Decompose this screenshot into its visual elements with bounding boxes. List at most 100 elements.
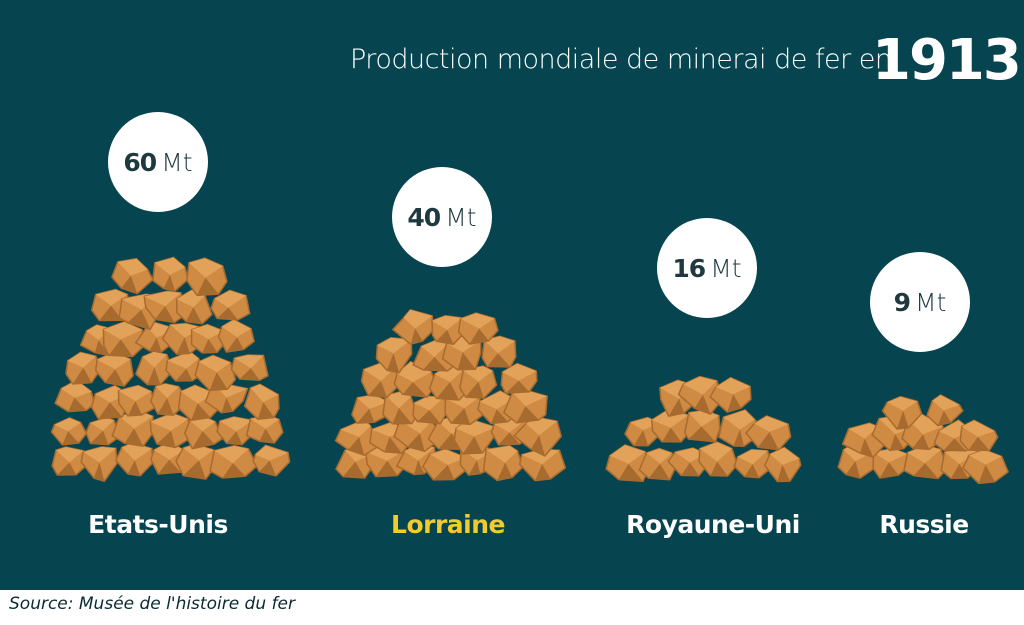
- rock-highlight: [183, 444, 214, 461]
- ore-pile-etats-unis: [50, 256, 291, 483]
- rock-highlight: [144, 291, 181, 307]
- rock-shadow: [68, 397, 87, 412]
- rock-highlight: [117, 258, 148, 276]
- rock-highlight: [142, 351, 167, 368]
- rock-shadow: [157, 430, 176, 448]
- ore-rock: [638, 447, 678, 481]
- rock-highlight: [214, 445, 249, 464]
- rock-shadow: [469, 328, 489, 345]
- rock-shadow: [239, 368, 260, 381]
- rock-highlight: [340, 419, 371, 437]
- rock-highlight: [385, 391, 411, 409]
- rock-shadow: [176, 337, 190, 355]
- rock-shadow: [157, 398, 174, 416]
- ore-rock: [502, 388, 548, 424]
- rock-highlight: [873, 448, 907, 463]
- value-label: 60: [123, 147, 157, 177]
- rock-highlight: [397, 361, 432, 382]
- rock-shadow: [457, 352, 476, 370]
- rock-shadow: [710, 461, 728, 476]
- rock-highlight: [83, 446, 116, 463]
- chart-panel: Production mondiale de minerai de fer en…: [0, 0, 1024, 590]
- ore-rock: [334, 418, 381, 457]
- rock-shadow: [175, 368, 193, 381]
- ore-rock: [210, 289, 251, 321]
- ore-rock: [230, 354, 269, 381]
- ore-rock: [667, 447, 709, 477]
- source-caption: Source: Musée de l'histoire du fer: [9, 594, 295, 614]
- rock-highlight: [484, 336, 515, 354]
- rock-highlight: [67, 352, 96, 368]
- category-label-etats-unis: Etats-Unis: [88, 510, 228, 539]
- ore-rock: [134, 321, 178, 353]
- value-unit: Mt: [710, 253, 742, 283]
- rock-highlight: [907, 445, 941, 464]
- rock-shadow: [879, 462, 899, 478]
- ore-rock: [80, 446, 118, 483]
- rock-shadow: [217, 307, 238, 320]
- rock-shadow: [436, 382, 460, 400]
- rock-shadow: [197, 277, 219, 296]
- ore-pile-lorraine: [334, 308, 567, 482]
- rock-shadow: [259, 460, 276, 476]
- ore-rock: [659, 379, 700, 417]
- rock-highlight: [198, 355, 231, 373]
- rock-highlight: [56, 447, 84, 463]
- rock-shadow: [127, 309, 151, 330]
- ore-rock: [457, 312, 499, 345]
- ore-rock: [94, 351, 134, 387]
- rock-shadow: [368, 381, 387, 398]
- ore-rock: [134, 351, 174, 386]
- value-bubble-royaune-uni: 16 Mt: [657, 218, 757, 318]
- ore-rock: [650, 408, 693, 443]
- ore-rock: [245, 414, 284, 444]
- rock-highlight: [54, 417, 81, 432]
- rock-shadow: [896, 410, 909, 429]
- rock-shadow: [127, 460, 141, 476]
- rock-shadow: [392, 408, 412, 424]
- rock-highlight: [521, 449, 560, 465]
- rock-shadow: [516, 406, 539, 423]
- rock-highlight: [699, 442, 732, 462]
- rock-shadow: [451, 408, 471, 425]
- rock-shadow: [158, 459, 181, 474]
- category-label-lorraine: Lorraine: [391, 510, 505, 539]
- value-label: 40: [407, 202, 441, 232]
- rock-highlight: [944, 448, 979, 464]
- rock-highlight: [103, 321, 143, 340]
- rock-highlight: [118, 385, 152, 402]
- rock-shadow: [183, 460, 206, 480]
- ore-rock: [382, 390, 419, 425]
- ore-rock: [962, 448, 1010, 485]
- ore-rock: [102, 321, 145, 358]
- rock-shadow: [417, 410, 441, 424]
- rock-shadow: [402, 382, 428, 398]
- ore-rock: [217, 318, 255, 353]
- rock-shadow: [681, 462, 699, 476]
- rock-highlight: [250, 384, 279, 403]
- rock-highlight: [961, 420, 995, 437]
- value-bubble-etats-unis: 60 Mt: [108, 112, 208, 212]
- rock-shadow: [121, 275, 138, 294]
- ore-rock: [763, 446, 802, 483]
- ore-rock: [412, 395, 449, 425]
- ore-pile-russie: [837, 394, 1010, 485]
- rock-shadow: [105, 369, 125, 386]
- rock-highlight: [848, 423, 878, 439]
- rock-shadow: [860, 438, 874, 458]
- ore-rock: [512, 416, 563, 457]
- rock-shadow: [384, 436, 402, 454]
- ore-rock: [745, 415, 792, 451]
- rock-shadow: [913, 463, 939, 479]
- ore-rock: [65, 351, 103, 385]
- rock-highlight: [403, 309, 433, 329]
- rock-shadow: [497, 462, 513, 481]
- ore-rock: [605, 444, 649, 483]
- rock-shadow: [149, 337, 162, 352]
- ore-rock: [54, 379, 96, 413]
- ore-rock: [428, 362, 470, 401]
- rock-highlight: [167, 351, 199, 369]
- ore-rock: [351, 394, 390, 424]
- rock-highlight: [255, 445, 289, 461]
- ore-rock: [684, 409, 721, 443]
